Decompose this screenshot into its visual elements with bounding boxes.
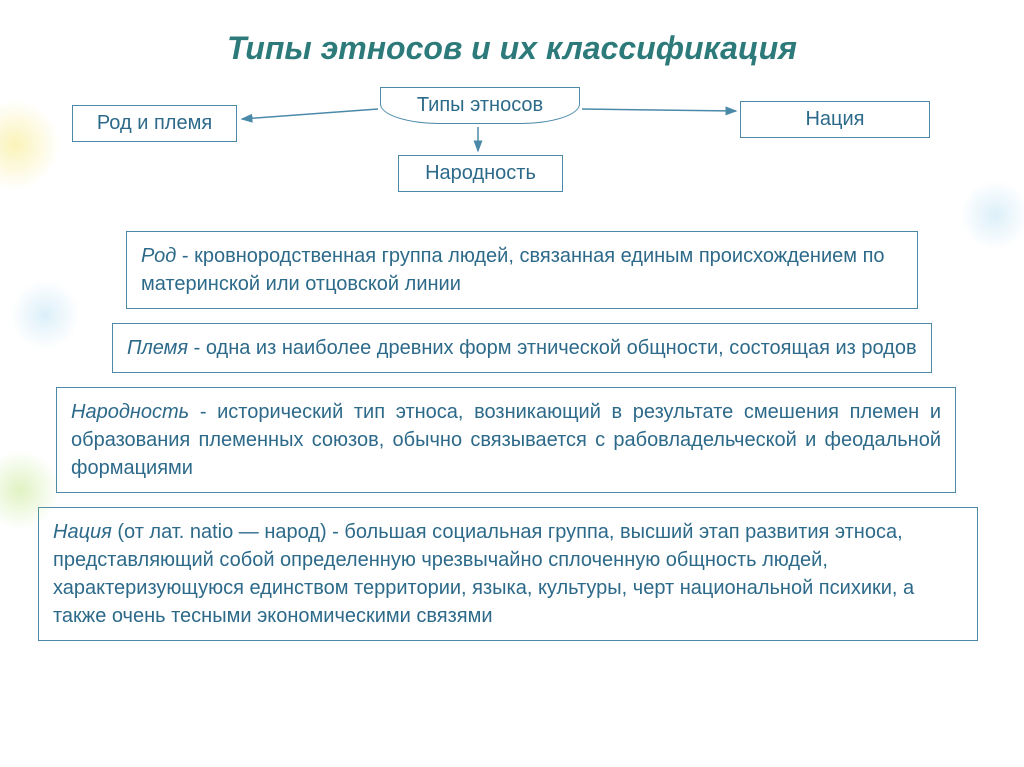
definition-box: Народность - исторический тип этноса, во… xyxy=(56,387,956,493)
definition-text: - одна из наиболее древних форм этническ… xyxy=(188,337,917,359)
definition-term: Род xyxy=(141,245,176,267)
page-title: Типы этносов и их классификация xyxy=(0,0,1024,87)
decoration-circle xyxy=(10,280,80,350)
definition-box: Племя - одна из наиболее древних форм эт… xyxy=(112,323,932,373)
right-label: Нация xyxy=(805,108,864,130)
diagram-right-node: Нация xyxy=(740,101,930,138)
definitions-list: Род - кровнородственная группа людей, св… xyxy=(0,231,1024,641)
classification-diagram: Типы этносов Род и племя Нация Народност… xyxy=(0,87,1024,217)
definition-term: Нация xyxy=(53,521,112,543)
diagram-child-node: Народность xyxy=(398,155,563,192)
diagram-root-node: Типы этносов xyxy=(380,87,580,124)
definition-text: - кровнородственная группа людей, связан… xyxy=(141,245,885,295)
definition-term: Племя xyxy=(127,337,188,359)
diagram-left-node: Род и племя xyxy=(72,105,237,142)
definition-box: Род - кровнородственная группа людей, св… xyxy=(126,231,918,309)
root-label: Типы этносов xyxy=(417,94,543,116)
child-label: Народность xyxy=(425,162,536,184)
definition-text: - исторический тип этноса, возникающий в… xyxy=(71,401,941,479)
definition-box: Нация (от лат. natio — народ) - большая … xyxy=(38,507,978,641)
definition-term: Народность xyxy=(71,401,189,423)
definition-text: (от лат. natio — народ) - большая социал… xyxy=(53,521,914,627)
left-label: Род и племя xyxy=(97,112,212,134)
